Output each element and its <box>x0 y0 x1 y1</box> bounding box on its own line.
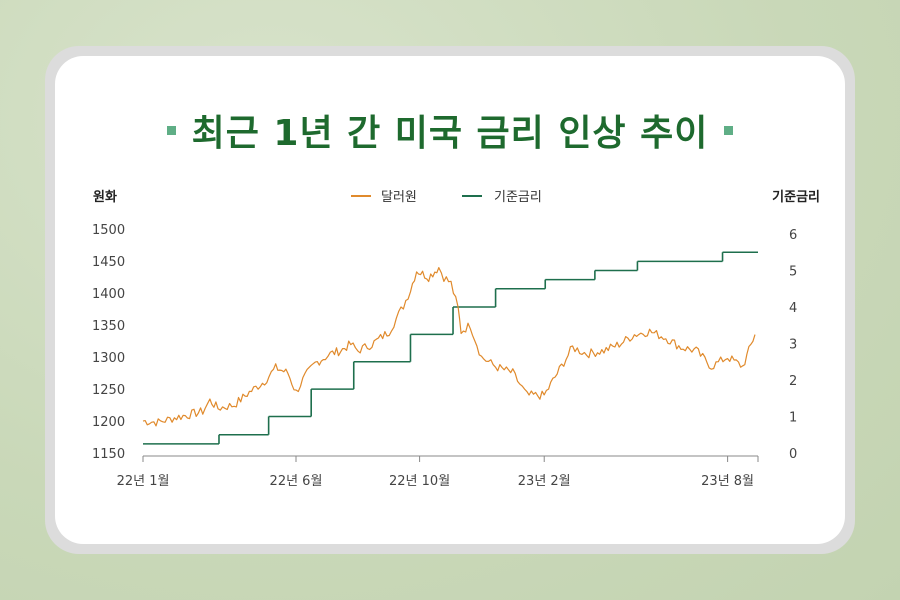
title-right-marker <box>724 125 734 135</box>
title-row: 최근 1년 간 미국 금리 인상 추이 <box>0 104 900 156</box>
right-tick-label: 6 <box>789 228 797 243</box>
left-tick-label: 1500 <box>92 223 125 238</box>
x-tick-label: 22년 10월 <box>389 474 450 489</box>
right-tick-label: 1 <box>789 411 797 426</box>
right-tick-label: 0 <box>789 447 797 462</box>
right-tick-label: 2 <box>789 374 797 389</box>
legend: 달러원 기준금리 <box>351 190 542 205</box>
legend-won-label: 달러원 <box>381 190 417 205</box>
left-tick-label: 1200 <box>92 415 125 430</box>
x-axis: 22년 1월 22년 6월 22년 10월 23년 2월 23년 8월 <box>117 455 759 489</box>
won-series <box>142 267 756 427</box>
left-tick-label: 1300 <box>92 351 125 366</box>
rate-series <box>143 251 758 445</box>
left-axis-ticks: 1500 1450 1400 1350 1300 1250 1200 1150 <box>92 223 125 462</box>
x-tick-label: 22년 6월 <box>270 474 323 489</box>
right-axis-ticks: 6 5 4 3 2 1 0 <box>789 228 797 462</box>
right-axis-title: 기준금리 <box>772 189 820 205</box>
left-tick-label: 1450 <box>92 255 125 270</box>
title-left-marker <box>166 125 176 135</box>
page-title: 최근 1년 간 미국 금리 인상 추이 <box>191 113 709 154</box>
x-tick-label: 23년 2월 <box>518 474 571 489</box>
right-tick-label: 3 <box>789 338 797 353</box>
x-tick-label: 22년 1월 <box>117 474 170 489</box>
legend-rate-label: 기준금리 <box>494 190 542 205</box>
left-tick-label: 1400 <box>92 287 125 302</box>
right-tick-label: 5 <box>789 265 797 280</box>
left-tick-label: 1250 <box>92 383 125 398</box>
x-tick-label: 23년 8월 <box>701 474 754 489</box>
left-axis-title: 원화 <box>93 189 117 205</box>
left-tick-label: 1350 <box>92 319 125 334</box>
won-line <box>142 267 756 427</box>
right-tick-label: 4 <box>789 301 797 316</box>
left-tick-label: 1150 <box>92 447 125 462</box>
card <box>55 56 845 544</box>
